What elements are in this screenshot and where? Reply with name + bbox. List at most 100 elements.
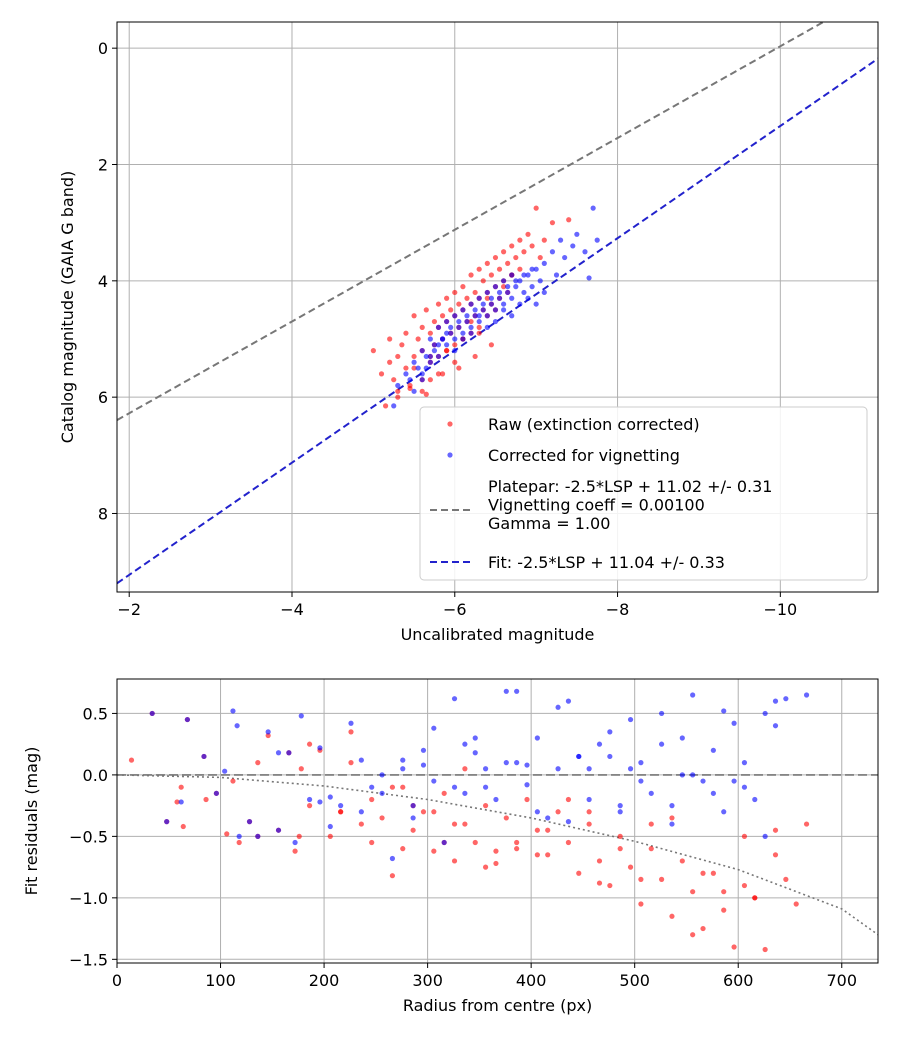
data-point: [772, 827, 779, 833]
data-point: [439, 336, 446, 342]
legend-marker-raw: [447, 421, 453, 427]
data-point: [669, 815, 675, 821]
x-tick-label: 300: [412, 971, 443, 990]
data-point: [517, 278, 523, 284]
data-point: [482, 864, 489, 870]
data-point: [700, 870, 706, 876]
data-point: [435, 371, 442, 377]
data-point: [451, 858, 458, 864]
data-point: [275, 827, 282, 833]
bottom-lines: [117, 774, 878, 936]
data-point: [517, 237, 523, 243]
data-point: [389, 784, 396, 790]
data-point: [752, 895, 758, 901]
data-point: [395, 394, 401, 400]
y-tick-label: 6: [98, 388, 108, 407]
data-point: [541, 237, 547, 243]
data-point: [317, 799, 323, 805]
data-point: [452, 289, 458, 296]
data-point: [410, 827, 416, 833]
data-point: [476, 324, 482, 330]
data-point: [431, 725, 437, 731]
data-point: [255, 833, 261, 839]
y-tick-label: −0.5: [69, 827, 108, 846]
data-point: [411, 313, 417, 319]
top-y-axis-label: Catalog magnitude (GAIA G band): [58, 171, 77, 443]
data-point: [444, 342, 450, 348]
data-point: [419, 348, 425, 354]
data-point: [476, 313, 482, 319]
data-point: [411, 353, 417, 360]
data-point: [557, 237, 564, 243]
data-point: [590, 205, 596, 211]
x-tick-label: −2: [117, 600, 141, 619]
data-point: [427, 353, 433, 360]
data-point: [439, 313, 446, 319]
data-point: [586, 809, 592, 815]
x-tick-label: −4: [280, 600, 304, 619]
data-point: [400, 766, 406, 772]
bottom-y-axis-label: Fit residuals (mag): [22, 747, 41, 896]
data-point: [541, 289, 547, 296]
data-point: [596, 741, 603, 747]
data-point: [451, 784, 458, 790]
data-point: [389, 855, 396, 862]
data-point: [178, 784, 184, 790]
data-point: [721, 708, 727, 714]
data-point: [407, 377, 413, 383]
data-point: [456, 324, 462, 330]
data-point: [492, 254, 499, 261]
data-point: [431, 848, 437, 854]
data-point: [468, 324, 474, 330]
data-point: [400, 757, 406, 763]
data-point: [369, 784, 375, 790]
data-point: [700, 925, 706, 932]
data-point: [327, 833, 333, 839]
data-point: [379, 790, 385, 796]
data-point: [533, 266, 539, 272]
data-point: [752, 796, 758, 803]
data-point: [246, 819, 253, 825]
data-point: [387, 336, 393, 342]
data-point: [721, 809, 727, 815]
data-point: [230, 778, 236, 784]
top-plot-frame: [116, 21, 879, 593]
x-tick-label: 100: [205, 971, 236, 990]
data-point: [679, 735, 685, 741]
data-point: [488, 272, 494, 278]
data-point: [444, 295, 450, 301]
data-point: [509, 272, 515, 278]
data-point: [648, 846, 654, 852]
data-point: [501, 301, 507, 307]
x-tick-label: 200: [309, 971, 340, 990]
data-point: [576, 753, 582, 760]
data-point: [648, 821, 654, 827]
data-point: [783, 696, 789, 702]
data-point: [292, 839, 298, 846]
data-point: [496, 295, 503, 301]
data-point: [415, 336, 421, 342]
data-point: [435, 301, 442, 307]
x-tick-label: −8: [606, 600, 630, 619]
data-point: [395, 353, 401, 360]
data-point: [617, 833, 623, 839]
data-point: [358, 821, 364, 827]
data-point: [484, 260, 490, 266]
data-point: [286, 750, 292, 756]
data-point: [472, 353, 478, 360]
data-point: [411, 365, 417, 371]
data-point: [348, 760, 354, 766]
data-point: [464, 318, 470, 325]
data-point: [488, 301, 494, 307]
data-point: [762, 710, 768, 717]
data-point: [387, 359, 393, 365]
data-point: [586, 275, 592, 281]
data-point: [627, 716, 634, 723]
series-line: [117, 774, 878, 936]
series-line: [117, 22, 826, 421]
y-tick-label: 2: [98, 156, 108, 175]
data-point: [741, 760, 748, 766]
data-point: [700, 778, 706, 784]
data-point: [462, 821, 468, 827]
data-point: [423, 365, 429, 371]
